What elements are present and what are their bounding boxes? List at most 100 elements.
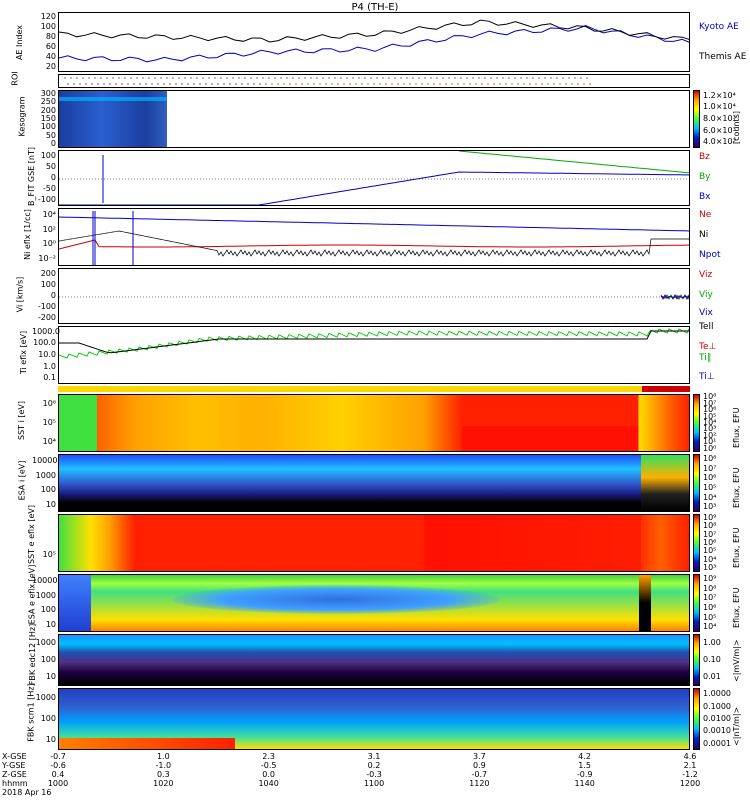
xaxis-value-y: 0.9 <box>472 761 486 770</box>
esa-e-minimum <box>172 585 500 615</box>
roi-dot <box>457 83 459 85</box>
roi-dot <box>199 83 201 85</box>
xaxis-value-z: 0.0 <box>262 770 276 779</box>
roi-dot <box>463 83 465 85</box>
ae-series-0 <box>59 25 689 63</box>
roi-dot <box>421 83 423 85</box>
roi-dot <box>121 83 123 85</box>
ti-ytick: 100.0 <box>33 338 56 348</box>
ni-legend-ne: Ne <box>699 210 712 220</box>
sst_i-colorbar-tick: 10⁵ <box>703 411 717 421</box>
roi-dot <box>523 83 525 85</box>
roi-dot <box>223 83 225 85</box>
roi-dot <box>532 77 534 79</box>
roi-dot <box>70 77 72 79</box>
roi-dot <box>103 83 105 85</box>
roi-dot <box>448 77 450 79</box>
roi-dot <box>100 77 102 79</box>
fbk1-colorbar-title: <|mV/m|> <box>732 639 741 682</box>
vi-ytick: 100 <box>40 279 56 289</box>
roi-dot <box>499 83 501 85</box>
esa_e-colorbar-tick: 10⁵ <box>703 612 717 622</box>
roi-panel <box>58 74 690 88</box>
bfit-ytick: -50 <box>42 184 56 194</box>
bfit-bx-line <box>59 171 689 205</box>
roi-dot <box>586 77 588 79</box>
roi-dot <box>217 83 219 85</box>
sst_e-colorbar-tick: 10⁹ <box>703 513 717 523</box>
bfit-legend-bx: Bx <box>699 192 711 202</box>
roi-dot <box>244 77 246 79</box>
roi-dot <box>334 77 336 79</box>
roi-dot <box>385 83 387 85</box>
fbk2-colorbar <box>693 688 700 750</box>
fbk1-colorbar-tick: 0.10 <box>703 655 721 664</box>
roi-dot <box>454 77 456 79</box>
ae-ytick: 120 <box>40 12 56 21</box>
sst_e-colorbar-tick: 10⁷ <box>703 529 717 539</box>
vi-ytick: -200 <box>37 313 56 323</box>
esa_e-colorbar-tick: 10⁷ <box>703 593 717 603</box>
roi-dot <box>313 83 315 85</box>
roi-dot <box>451 83 453 85</box>
roi-dot <box>358 77 360 79</box>
ni-ylabel: Ni eflx [1/cc] <box>22 209 32 260</box>
xaxis-label-x: X-GSE <box>2 752 27 761</box>
esa_i-colorbar-tick: 10⁷ <box>703 463 717 473</box>
roi-dot <box>559 83 561 85</box>
roi-dot <box>337 83 339 85</box>
roi-dot <box>418 77 420 79</box>
ae-series-1 <box>59 19 689 43</box>
roi-dot <box>250 77 252 79</box>
esa_i-colorbar-tick: 10⁴ <box>703 492 717 502</box>
fbk2-ytick: 1000 <box>35 693 56 703</box>
xaxis-value-x: 3.1 <box>367 752 381 761</box>
ae-legend-kyoto: Kyoto AE <box>699 22 739 32</box>
roi-dot <box>370 77 372 79</box>
roi-dot <box>400 77 402 79</box>
roi-dot <box>106 77 108 79</box>
roi-dot <box>88 77 90 79</box>
roi-dot <box>529 83 531 85</box>
xaxis-value-x: 2.3 <box>262 752 276 761</box>
sst-i-lower <box>59 425 689 451</box>
sst_i-ytick: 10⁵ <box>42 418 56 427</box>
roi-dot <box>235 83 237 85</box>
roi-dot <box>367 83 369 85</box>
esa-i-ylabel: ESA i [eV] <box>17 460 27 501</box>
roi-dot <box>208 77 210 79</box>
roi-dot <box>343 83 345 85</box>
esa_i-colorbar-tick: 10⁶ <box>703 473 717 483</box>
fbk2-ytick: 10 <box>45 734 56 744</box>
xaxis-value-z: -0.3 <box>366 770 382 779</box>
vi-legend-vix: Vix <box>699 308 713 318</box>
roi-dot <box>472 77 474 79</box>
ni-ytick: 10⁰ <box>42 239 56 249</box>
roi-dot <box>571 83 573 85</box>
roi-dot <box>172 77 174 79</box>
vi-plot <box>59 293 689 301</box>
sst_e-ytick: 10⁵ <box>42 549 56 559</box>
roi-dot <box>340 77 342 79</box>
roi-dot <box>265 83 267 85</box>
roi-dot <box>169 83 171 85</box>
ae-panel <box>58 12 690 72</box>
roi-dot <box>202 77 204 79</box>
fbk1-colorbar-tick: 1.00 <box>703 637 721 647</box>
roi-dot <box>388 77 390 79</box>
roi-dot <box>310 77 312 79</box>
roi-dot <box>211 83 213 85</box>
roi-dot <box>424 77 426 79</box>
fbk2-panel <box>58 688 690 750</box>
bfit-ytick: 100 <box>40 150 56 160</box>
vi-burst <box>660 293 689 301</box>
roi-dot <box>163 83 165 85</box>
sst_e-colorbar-tick: 10⁵ <box>703 546 717 556</box>
mode-bar <box>58 386 690 392</box>
roi-dot <box>526 77 528 79</box>
roi-dot <box>478 77 480 79</box>
roi-dot <box>205 83 207 85</box>
esa-e-ylabel: ESA e eflx [eV] <box>27 564 37 625</box>
sst-e-right <box>641 515 689 571</box>
esa-e-gap <box>638 575 652 631</box>
